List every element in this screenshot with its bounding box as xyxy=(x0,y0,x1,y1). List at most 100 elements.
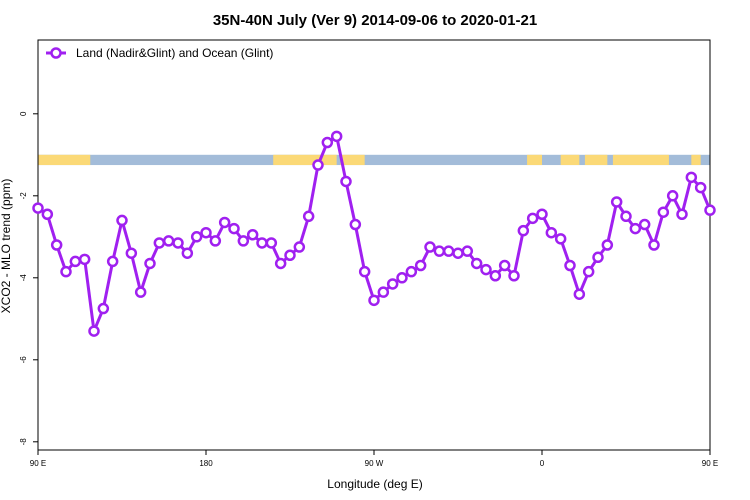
data-point xyxy=(405,265,418,278)
data-point xyxy=(256,237,268,249)
data-point xyxy=(246,229,259,241)
data-point xyxy=(172,237,184,249)
data-point xyxy=(582,265,595,278)
legend-marker-swatch xyxy=(50,47,62,59)
data-point xyxy=(470,257,483,270)
data-point xyxy=(200,226,212,239)
data-point xyxy=(228,222,240,235)
series-layer xyxy=(32,130,716,337)
band-land xyxy=(612,154,669,166)
data-point xyxy=(414,259,427,272)
data-point xyxy=(433,245,446,257)
data-point xyxy=(97,302,110,315)
y-axis-label: XCO2 - MLO trend (ppm) xyxy=(0,179,13,314)
data-point xyxy=(386,278,399,290)
data-point xyxy=(349,218,362,231)
data-point xyxy=(190,231,203,243)
data-point xyxy=(517,224,530,237)
data-point xyxy=(564,259,576,272)
data-point xyxy=(704,204,716,216)
x-tick-label: 0 xyxy=(540,459,545,468)
data-point xyxy=(620,210,632,223)
data-point xyxy=(526,212,539,225)
data-point xyxy=(638,218,651,231)
data-point xyxy=(489,270,502,282)
data-point xyxy=(162,235,175,247)
data-point xyxy=(302,210,315,223)
y-tick-label: -2 xyxy=(19,192,28,200)
data-point xyxy=(312,159,324,171)
y-tick-label: -4 xyxy=(19,274,28,282)
x-tick-label: 90 E xyxy=(30,459,46,468)
data-point xyxy=(69,255,82,268)
data-point xyxy=(88,325,100,337)
data-point xyxy=(358,265,371,278)
data-point xyxy=(284,249,296,261)
band-land xyxy=(38,154,91,166)
y-tick-label: -8 xyxy=(19,438,28,446)
legend: Land (Nadir&Glint) and Ocean (Glint) xyxy=(46,46,273,60)
data-point xyxy=(396,272,408,284)
x-tick-label: 90 E xyxy=(702,459,718,468)
band-ocean xyxy=(38,154,710,166)
data-point xyxy=(377,286,390,298)
data-point xyxy=(209,235,222,247)
data-point xyxy=(648,239,660,251)
data-point xyxy=(461,245,474,257)
data-point xyxy=(274,257,287,270)
band-land xyxy=(340,154,365,166)
data-point xyxy=(265,237,278,249)
data-point xyxy=(106,255,119,268)
data-point xyxy=(480,263,492,276)
data-point xyxy=(321,136,334,149)
data-point xyxy=(536,208,548,220)
band-land xyxy=(527,154,542,166)
data-point xyxy=(368,294,380,307)
chart-title: 35N-40N July (Ver 9) 2014-09-06 to 2020-… xyxy=(213,12,537,29)
y-tick-label: 0 xyxy=(19,111,28,116)
data-point xyxy=(125,247,138,259)
data-point xyxy=(694,181,707,194)
data-point xyxy=(153,237,166,249)
data-point xyxy=(554,233,567,245)
data-point xyxy=(134,286,147,298)
data-point xyxy=(498,259,511,272)
data-point xyxy=(601,239,614,251)
data-point xyxy=(424,241,436,253)
x-tick-label: 180 xyxy=(199,459,213,468)
data-point xyxy=(676,208,688,220)
data-point xyxy=(60,265,72,278)
data-point xyxy=(144,257,156,270)
data-point xyxy=(116,214,128,227)
data-point xyxy=(32,202,44,214)
data-point xyxy=(181,247,194,259)
data-point xyxy=(50,239,63,251)
data-point xyxy=(452,247,464,259)
data-point xyxy=(293,241,306,253)
y-tick-label: -6 xyxy=(19,356,28,364)
data-point xyxy=(629,222,642,235)
legend-label: Land (Nadir&Glint) and Ocean (Glint) xyxy=(76,46,273,60)
x-tick-label: 90 W xyxy=(365,459,384,468)
data-point xyxy=(218,216,231,229)
data-point xyxy=(685,171,698,184)
data-point xyxy=(340,175,352,188)
data-point xyxy=(330,130,343,143)
band-land xyxy=(691,154,701,166)
band-land xyxy=(273,154,337,166)
axes: 90 E 180 90 W 0 90 E 0 -2 -4 -6 -8 xyxy=(19,39,718,468)
data-point xyxy=(442,245,455,257)
land-ocean-band xyxy=(38,154,710,166)
band-land xyxy=(560,154,580,166)
data-point xyxy=(657,206,670,218)
data-point xyxy=(508,270,520,282)
data-point xyxy=(41,208,54,220)
data-point xyxy=(545,226,558,239)
band-land xyxy=(584,154,608,166)
data-point xyxy=(78,253,91,266)
data-point xyxy=(573,288,586,300)
data-point xyxy=(592,251,604,264)
data-point xyxy=(237,235,250,247)
x-axis-label: Longitude (deg E) xyxy=(327,477,422,491)
